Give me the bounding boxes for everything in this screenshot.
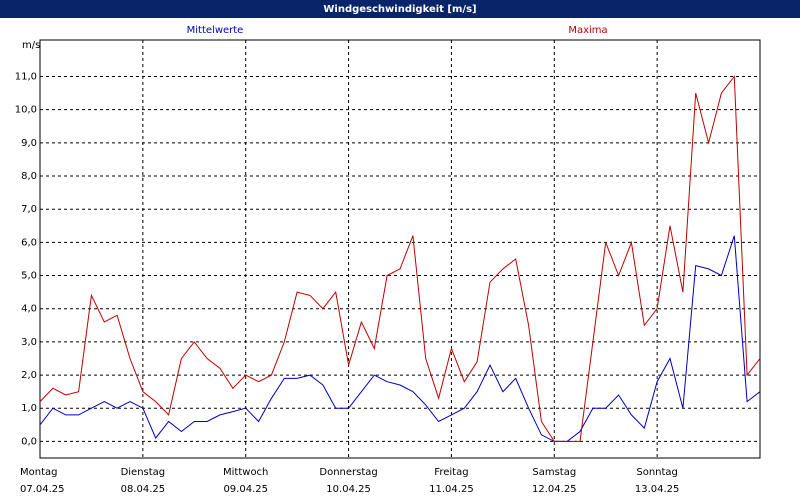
x-tick-date: 08.04.25 [121, 484, 166, 495]
x-tick-label: Montag [20, 467, 57, 478]
y-tick-label: 4,0 [21, 304, 37, 315]
chart-title: Windgeschwindigkeit [m/s] [323, 4, 476, 15]
x-tick-label: Freitag [434, 467, 468, 478]
y-tick-label: 0,0 [21, 436, 37, 447]
y-tick-label: 10,0 [15, 105, 37, 116]
y-unit: m/s [22, 40, 40, 51]
title-bar [0, 0, 800, 18]
x-tick-date: 13.04.25 [635, 484, 680, 495]
line [39, 75, 761, 442]
y-tick-label: 9,0 [21, 138, 37, 149]
y-tick-label: 2,0 [21, 370, 37, 381]
y-tick-label: 1,0 [21, 403, 37, 414]
x-tick-date: 11.04.25 [429, 484, 474, 495]
x-tick-label: Dienstag [121, 467, 166, 478]
legend-label: Mittelwerte [187, 25, 244, 36]
y-tick-label: 8,0 [21, 171, 37, 182]
legend-label: Maxima [568, 25, 607, 36]
x-tick-label: Mittwoch [223, 467, 268, 478]
y-tick-label: 11,0 [15, 71, 37, 82]
y-tick-label: 3,0 [21, 337, 37, 348]
x-tick-label: Donnerstag [319, 467, 377, 478]
line [39, 235, 761, 442]
x-tick-label: Samstag [532, 467, 576, 478]
x-tick-date: 09.04.25 [223, 484, 268, 495]
x-tick-date: 07.04.25 [20, 484, 65, 495]
x-tick-label: Sonntag [636, 467, 678, 478]
y-tick-label: 5,0 [21, 271, 37, 282]
y-tick-label: 6,0 [21, 237, 37, 248]
x-tick-date: 12.04.25 [532, 484, 577, 495]
x-tick-date: 10.04.25 [326, 484, 371, 495]
y-tick-label: 7,0 [21, 204, 37, 215]
